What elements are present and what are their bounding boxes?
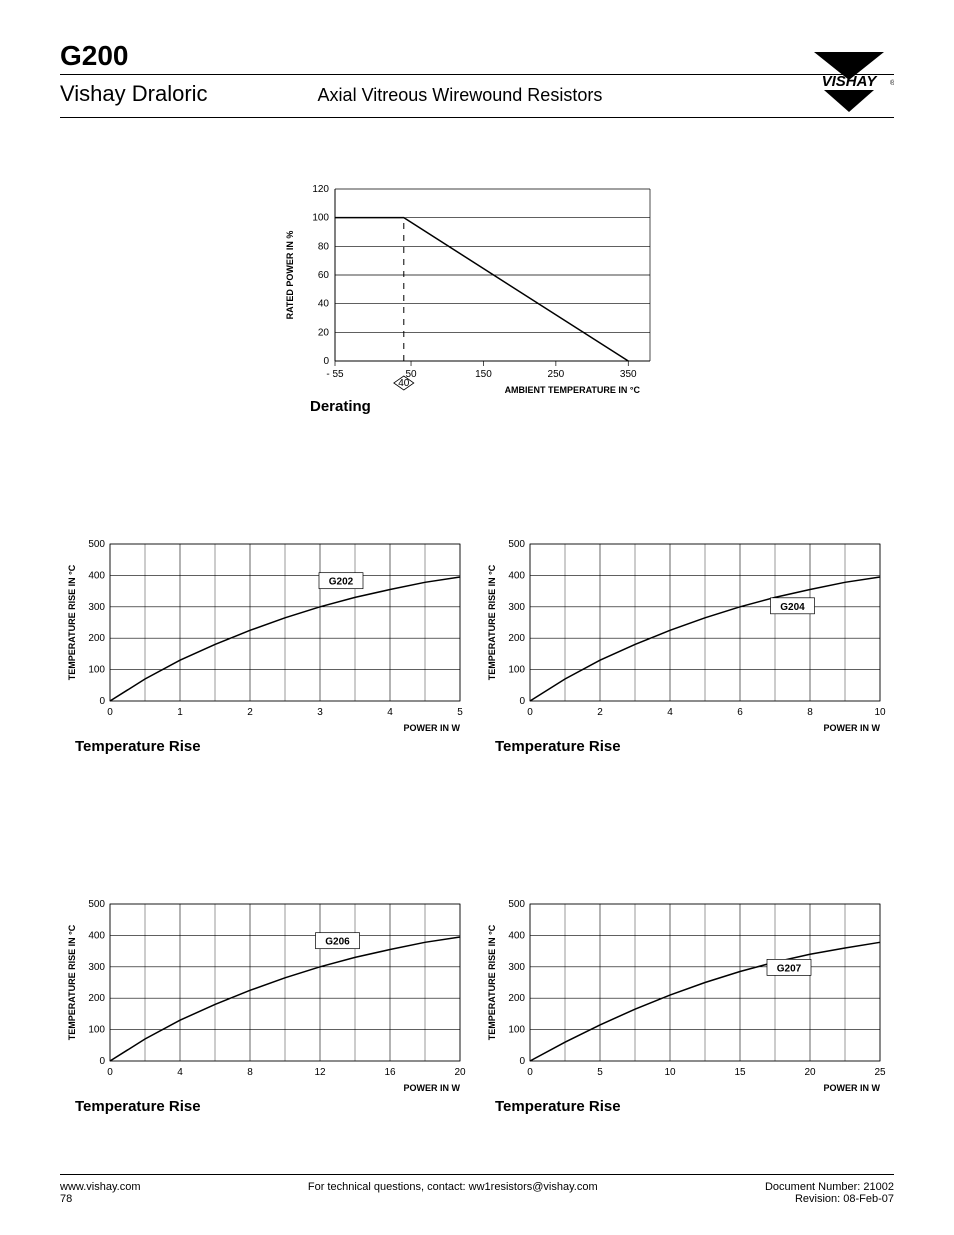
svg-text:G204: G204 xyxy=(780,602,805,613)
svg-text:0: 0 xyxy=(527,1067,533,1078)
svg-text:TEMPERATURE RISE IN °C: TEMPERATURE RISE IN °C xyxy=(487,924,497,1040)
temp-rise-chart-g207: 0 100 200 300 400 500 0 5 10 15 20 25 G207 POWER IN W… xyxy=(480,899,890,1124)
footer-page: 78 xyxy=(60,1193,140,1205)
svg-text:0: 0 xyxy=(519,1056,525,1067)
footer-website: www.vishay.com xyxy=(60,1181,140,1193)
svg-text:Temperature Rise: Temperature Rise xyxy=(495,738,621,755)
part-number: G200 xyxy=(60,40,894,72)
svg-text:- 55: - 55 xyxy=(326,369,344,380)
svg-text:®: ® xyxy=(890,79,894,87)
page-footer: www.vishay.com 78 For technical question… xyxy=(60,1174,894,1205)
svg-text:4: 4 xyxy=(387,707,393,718)
svg-text:40: 40 xyxy=(318,299,330,310)
svg-text:0: 0 xyxy=(527,707,533,718)
svg-text:20: 20 xyxy=(318,327,330,338)
svg-text:0: 0 xyxy=(107,707,113,718)
svg-text:300: 300 xyxy=(88,602,105,613)
footer-contact-email[interactable]: ww1resistors@vishay.com xyxy=(469,1181,598,1193)
svg-text:TEMPERATURE RISE IN °C: TEMPERATURE RISE IN °C xyxy=(67,924,77,1040)
svg-text:0: 0 xyxy=(323,356,329,367)
svg-text:G207: G207 xyxy=(777,963,802,974)
svg-text:500: 500 xyxy=(508,899,525,910)
svg-text:20: 20 xyxy=(804,1067,816,1078)
svg-text:400: 400 xyxy=(508,930,525,941)
svg-text:15: 15 xyxy=(734,1067,746,1078)
svg-text:150: 150 xyxy=(475,369,492,380)
svg-text:POWER IN W: POWER IN W xyxy=(404,1083,461,1093)
svg-text:400: 400 xyxy=(88,930,105,941)
svg-text:AMBIENT TEMPERATURE IN °C: AMBIENT TEMPERATURE IN °C xyxy=(505,385,641,395)
svg-text:2: 2 xyxy=(247,707,253,718)
footer-doc-number: Document Number: 21002 xyxy=(765,1181,894,1193)
svg-text:100: 100 xyxy=(88,665,105,676)
svg-text:16: 16 xyxy=(384,1067,396,1078)
temp-rise-chart-g204: 0 100 200 300 400 500 0 2 4 6 8 10 G204 POWER IN W TEM… xyxy=(480,539,890,764)
svg-text:RATED POWER IN %: RATED POWER IN % xyxy=(285,231,295,320)
svg-text:500: 500 xyxy=(88,539,105,550)
svg-text:60: 60 xyxy=(318,270,330,281)
svg-text:5: 5 xyxy=(457,707,463,718)
svg-text:2: 2 xyxy=(597,707,603,718)
svg-text:POWER IN W: POWER IN W xyxy=(404,723,461,733)
svg-text:10: 10 xyxy=(874,707,886,718)
svg-text:G202: G202 xyxy=(329,577,354,588)
svg-text:0: 0 xyxy=(99,1056,105,1067)
brand-sub: Vishay Draloric xyxy=(60,81,208,107)
svg-text:G206: G206 xyxy=(325,937,350,948)
svg-text:0: 0 xyxy=(519,696,525,707)
svg-text:400: 400 xyxy=(88,570,105,581)
footer-revision: Revision: 08-Feb-07 xyxy=(765,1193,894,1205)
svg-text:100: 100 xyxy=(88,1025,105,1036)
svg-text:40: 40 xyxy=(398,378,410,389)
svg-text:Derating: Derating xyxy=(310,398,371,415)
svg-text:Temperature Rise: Temperature Rise xyxy=(75,1098,201,1115)
svg-text:Temperature Rise: Temperature Rise xyxy=(75,738,201,755)
svg-text:300: 300 xyxy=(88,962,105,973)
svg-text:0: 0 xyxy=(107,1067,113,1078)
svg-text:100: 100 xyxy=(508,1025,525,1036)
svg-text:8: 8 xyxy=(807,707,813,718)
svg-text:80: 80 xyxy=(318,241,330,252)
svg-text:200: 200 xyxy=(508,633,525,644)
svg-text:Temperature Rise: Temperature Rise xyxy=(495,1098,621,1115)
svg-text:0: 0 xyxy=(99,696,105,707)
svg-text:TEMPERATURE RISE IN °C: TEMPERATURE RISE IN °C xyxy=(487,564,497,680)
svg-text:1: 1 xyxy=(177,707,183,718)
svg-text:500: 500 xyxy=(88,899,105,910)
charts-area: 020406080100120- 555015025035040AMBIENT … xyxy=(60,124,894,1174)
derating-chart: 020406080100120- 555015025035040AMBIENT … xyxy=(260,179,660,424)
svg-text:400: 400 xyxy=(508,570,525,581)
svg-text:12: 12 xyxy=(314,1067,326,1078)
vishay-logo: VISHAY ® xyxy=(804,50,894,119)
svg-text:POWER IN W: POWER IN W xyxy=(824,1083,881,1093)
svg-text:120: 120 xyxy=(312,184,329,195)
svg-text:300: 300 xyxy=(508,962,525,973)
svg-text:20: 20 xyxy=(454,1067,466,1078)
svg-text:200: 200 xyxy=(508,993,525,1004)
svg-text:500: 500 xyxy=(508,539,525,550)
footer-contact-prefix: For technical questions, contact: xyxy=(308,1181,469,1193)
svg-text:POWER IN W: POWER IN W xyxy=(824,723,881,733)
svg-text:10: 10 xyxy=(664,1067,676,1078)
svg-text:3: 3 xyxy=(317,707,323,718)
svg-text:8: 8 xyxy=(247,1067,253,1078)
svg-text:350: 350 xyxy=(620,369,637,380)
logo-text: VISHAY xyxy=(822,73,879,90)
svg-text:200: 200 xyxy=(88,993,105,1004)
svg-text:100: 100 xyxy=(312,213,329,224)
svg-text:6: 6 xyxy=(737,707,743,718)
temp-rise-chart-g206: 0 100 200 300 400 500 0 4 8 12 16 20 G206 POWER IN W T… xyxy=(60,899,470,1124)
svg-text:300: 300 xyxy=(508,602,525,613)
svg-text:4: 4 xyxy=(177,1067,183,1078)
page-header: G200 Vishay Draloric Axial Vitreous Wire… xyxy=(60,40,894,118)
svg-text:5: 5 xyxy=(597,1067,603,1078)
svg-text:25: 25 xyxy=(874,1067,886,1078)
svg-text:100: 100 xyxy=(508,665,525,676)
svg-text:200: 200 xyxy=(88,633,105,644)
temp-rise-chart-g202: 0 100 200 300 400 500 0 1 2 3 4 5 G202 POWER IN W TEMP… xyxy=(60,539,470,764)
svg-text:4: 4 xyxy=(667,707,673,718)
svg-text:250: 250 xyxy=(548,369,565,380)
product-title: Axial Vitreous Wirewound Resistors xyxy=(318,85,603,106)
svg-text:TEMPERATURE RISE IN °C: TEMPERATURE RISE IN °C xyxy=(67,564,77,680)
